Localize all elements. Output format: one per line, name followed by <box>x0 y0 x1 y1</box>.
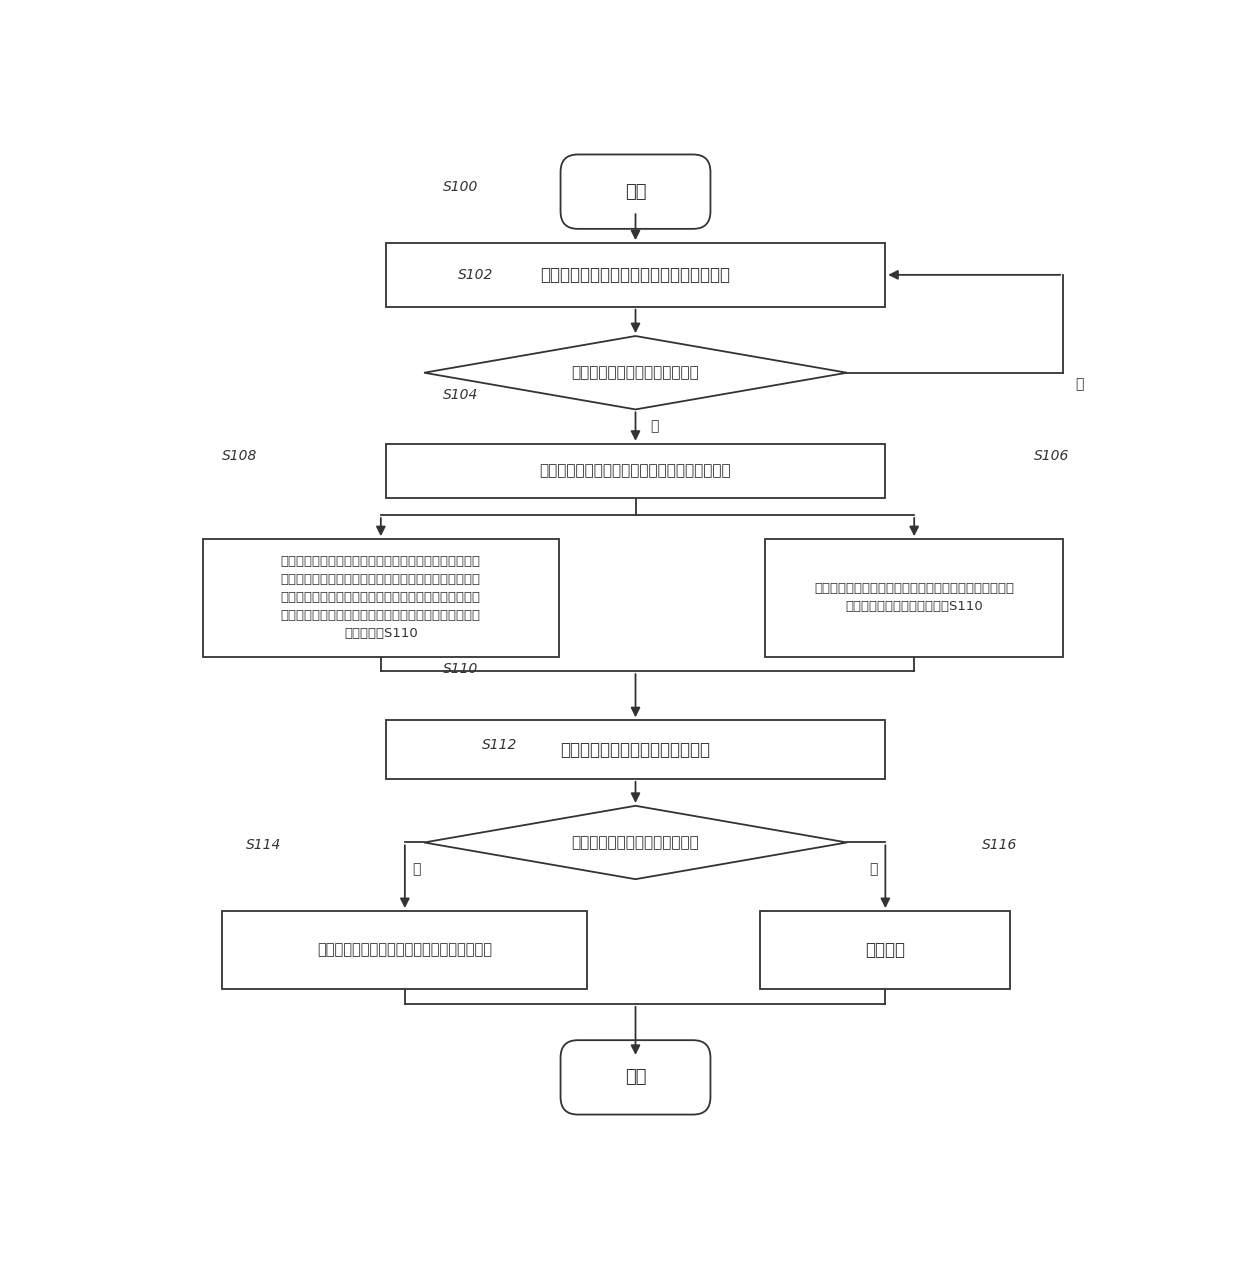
Text: 判断电力参数是否大于第三阈值: 判断电力参数是否大于第三阈值 <box>572 835 699 850</box>
Text: S114: S114 <box>247 839 281 853</box>
Text: 判断电力参数是否小于第一阈值: 判断电力参数是否小于第一阈值 <box>572 365 699 380</box>
Text: S106: S106 <box>1034 449 1070 463</box>
FancyBboxPatch shape <box>560 1040 711 1115</box>
Bar <box>760 911 1011 989</box>
Text: 工作状态为冗余备用，则将与电池组相连的第二切换装置
闭合以进行充电，并执行步骤S110: 工作状态为冗余备用，则将与电池组相连的第二切换装置 闭合以进行充电，并执行步骤S… <box>815 582 1014 614</box>
Text: 若工作状态为供电中，则将与电池组相连的第一切换装置
断开以停止供电，并将与电池组相连的第二切换装置闭合
以进行充电，同时将与工作状态为冗余备用且电力参数大
于第: 若工作状态为供电中，则将与电池组相连的第一切换装置 断开以停止供电，并将与电池组… <box>280 555 481 641</box>
Text: 否: 否 <box>1075 377 1084 391</box>
Text: S108: S108 <box>222 449 258 463</box>
Text: 结束: 结束 <box>625 1069 646 1087</box>
Text: 否: 否 <box>869 862 878 876</box>
Text: S100: S100 <box>444 180 479 194</box>
Text: 开始: 开始 <box>625 183 646 201</box>
Text: S104: S104 <box>444 388 479 402</box>
Text: 获取进行充电的电池组的电力参数: 获取进行充电的电池组的电力参数 <box>560 741 711 759</box>
Text: 判断电力参数小于第一阈值的电池组的工作状态: 判断电力参数小于第一阈值的电池组的工作状态 <box>539 463 732 478</box>
Text: 是: 是 <box>650 419 658 433</box>
Polygon shape <box>424 336 847 409</box>
Bar <box>386 444 885 497</box>
Bar <box>222 911 588 989</box>
Text: S116: S116 <box>982 839 1017 853</box>
Text: 继续充电: 继续充电 <box>866 941 905 960</box>
Text: S112: S112 <box>481 738 517 752</box>
Text: 将与电池组相连的第二切换装置断开停止充电: 将与电池组相连的第二切换装置断开停止充电 <box>317 943 492 957</box>
Text: 获取多个电池组中，每个电池组的电力参数: 获取多个电池组中，每个电池组的电力参数 <box>541 266 730 283</box>
Text: 是: 是 <box>413 862 420 876</box>
Polygon shape <box>424 806 847 880</box>
Text: S102: S102 <box>458 268 494 282</box>
Bar <box>203 539 558 657</box>
Bar <box>386 721 885 779</box>
Bar <box>386 243 885 306</box>
Bar <box>765 539 1063 657</box>
FancyBboxPatch shape <box>560 155 711 229</box>
Text: S110: S110 <box>444 662 479 676</box>
